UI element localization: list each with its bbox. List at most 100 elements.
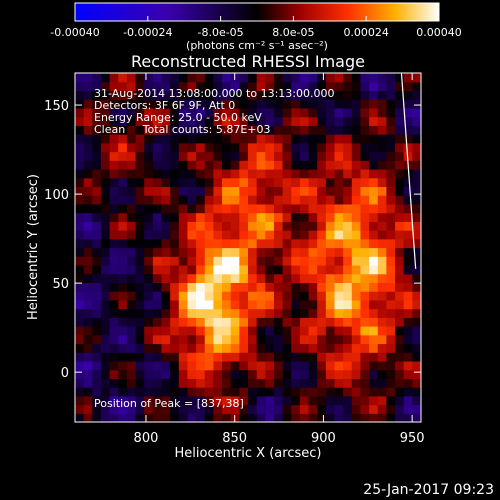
heatmap-cell <box>282 264 292 275</box>
heatmap-cell <box>239 395 249 406</box>
heatmap-cell <box>100 352 111 362</box>
heatmap-cell <box>317 264 327 275</box>
heatmap-cell <box>412 186 421 196</box>
heatmap-cell <box>248 203 258 214</box>
heatmap-cell <box>265 221 275 231</box>
heatmap-cell <box>386 186 396 196</box>
heatmap-cell <box>230 168 240 179</box>
heatmap-cell <box>334 334 344 345</box>
heatmap-cell <box>256 134 266 144</box>
heatmap-cell <box>118 264 128 275</box>
heatmap-cell <box>152 395 163 406</box>
heatmap-cell <box>204 299 214 310</box>
heatmap-cell <box>317 195 327 205</box>
heatmap-cell <box>377 413 387 422</box>
heatmap-cell <box>170 203 180 214</box>
heatmap-cell <box>152 116 163 126</box>
heatmap-cell <box>248 195 258 205</box>
heatmap-cell <box>222 404 232 414</box>
heatmap-cell <box>92 134 102 144</box>
heatmap-cell <box>161 125 171 135</box>
heatmap-cell <box>265 73 275 83</box>
heatmap-cell <box>92 378 102 388</box>
heatmap-cell <box>377 334 387 345</box>
heatmap-cell <box>273 247 284 257</box>
heatmap-cell <box>351 107 362 118</box>
heatmap-cell <box>273 264 284 275</box>
heatmap-cell <box>135 299 145 310</box>
heatmap-cell <box>126 99 137 109</box>
heatmap-cell <box>265 308 275 318</box>
heatmap-cell <box>248 238 258 249</box>
heatmap-cell <box>161 395 171 406</box>
heatmap-cell <box>135 107 145 118</box>
heatmap-cell <box>109 177 119 188</box>
heatmap-cell <box>152 326 163 336</box>
heatmap-cell <box>152 369 163 379</box>
heatmap-cell <box>377 134 387 144</box>
heatmap-cell <box>325 282 336 292</box>
heatmap-cell <box>308 264 318 275</box>
heatmap-cell <box>100 142 111 153</box>
heatmap-cell <box>360 125 370 135</box>
heatmap-cell <box>204 125 214 135</box>
heatmap-cell <box>360 81 370 92</box>
heatmap-cell <box>325 308 336 318</box>
heatmap-cell <box>213 343 223 353</box>
heatmap-cell <box>282 256 292 266</box>
heatmap-cell <box>152 343 163 353</box>
heatmap-cell <box>308 352 318 362</box>
heatmap-cell <box>152 195 163 205</box>
heatmap-cell <box>317 247 327 257</box>
heatmap-cell <box>343 352 353 362</box>
heatmap-cell <box>83 326 93 336</box>
heatmap-cell <box>118 160 128 170</box>
heatmap-cell <box>282 90 292 100</box>
heatmap-cell <box>395 334 405 345</box>
heatmap-cell <box>178 369 189 379</box>
heatmap-cell <box>377 125 387 135</box>
heatmap-cell <box>377 308 387 318</box>
heatmap-cell <box>351 99 362 109</box>
heatmap-cell <box>273 186 284 196</box>
heatmap-cell <box>325 230 336 240</box>
heatmap-cell <box>386 387 396 397</box>
heatmap-cell <box>273 116 284 126</box>
heatmap-cell <box>395 134 405 144</box>
heatmap-cell <box>135 247 145 257</box>
heatmap-cell <box>213 238 223 249</box>
heatmap-cell <box>196 81 206 92</box>
heatmap-cell <box>248 299 258 310</box>
heatmap-cell <box>308 177 318 188</box>
heatmap-cell <box>135 238 145 249</box>
heatmap-cell <box>83 73 93 83</box>
heatmap-cell <box>83 378 93 388</box>
heatmap-cell <box>360 334 370 345</box>
heatmap-cell <box>92 221 102 231</box>
heatmap-cell <box>161 273 171 283</box>
heatmap-cell <box>265 387 275 397</box>
heatmap-cell <box>239 81 249 92</box>
heatmap-cell <box>256 387 266 397</box>
info-line-time: 31-Aug-2014 13:08:00.000 to 13:13:00.000 <box>94 87 335 100</box>
heatmap-cell <box>282 291 292 301</box>
heatmap-cell <box>144 151 154 161</box>
heatmap-cell <box>100 404 111 414</box>
heatmap-cell <box>308 317 318 327</box>
heatmap-cell <box>230 90 240 100</box>
heatmap-cell <box>187 168 197 179</box>
heatmap-cell <box>403 73 413 83</box>
heatmap-cell <box>248 369 258 379</box>
heatmap-cell <box>273 230 284 240</box>
heatmap-cell <box>256 282 266 292</box>
heatmap-cell <box>299 404 310 414</box>
heatmap-cell <box>291 186 301 196</box>
heatmap-cell <box>100 299 111 310</box>
heatmap-cell <box>248 308 258 318</box>
heatmap-cell <box>351 273 362 283</box>
heatmap-cell <box>170 125 180 135</box>
heatmap-cell <box>126 230 137 240</box>
heatmap-cell <box>360 238 370 249</box>
heatmap-cell <box>369 151 379 161</box>
heatmap-cell <box>75 404 85 414</box>
